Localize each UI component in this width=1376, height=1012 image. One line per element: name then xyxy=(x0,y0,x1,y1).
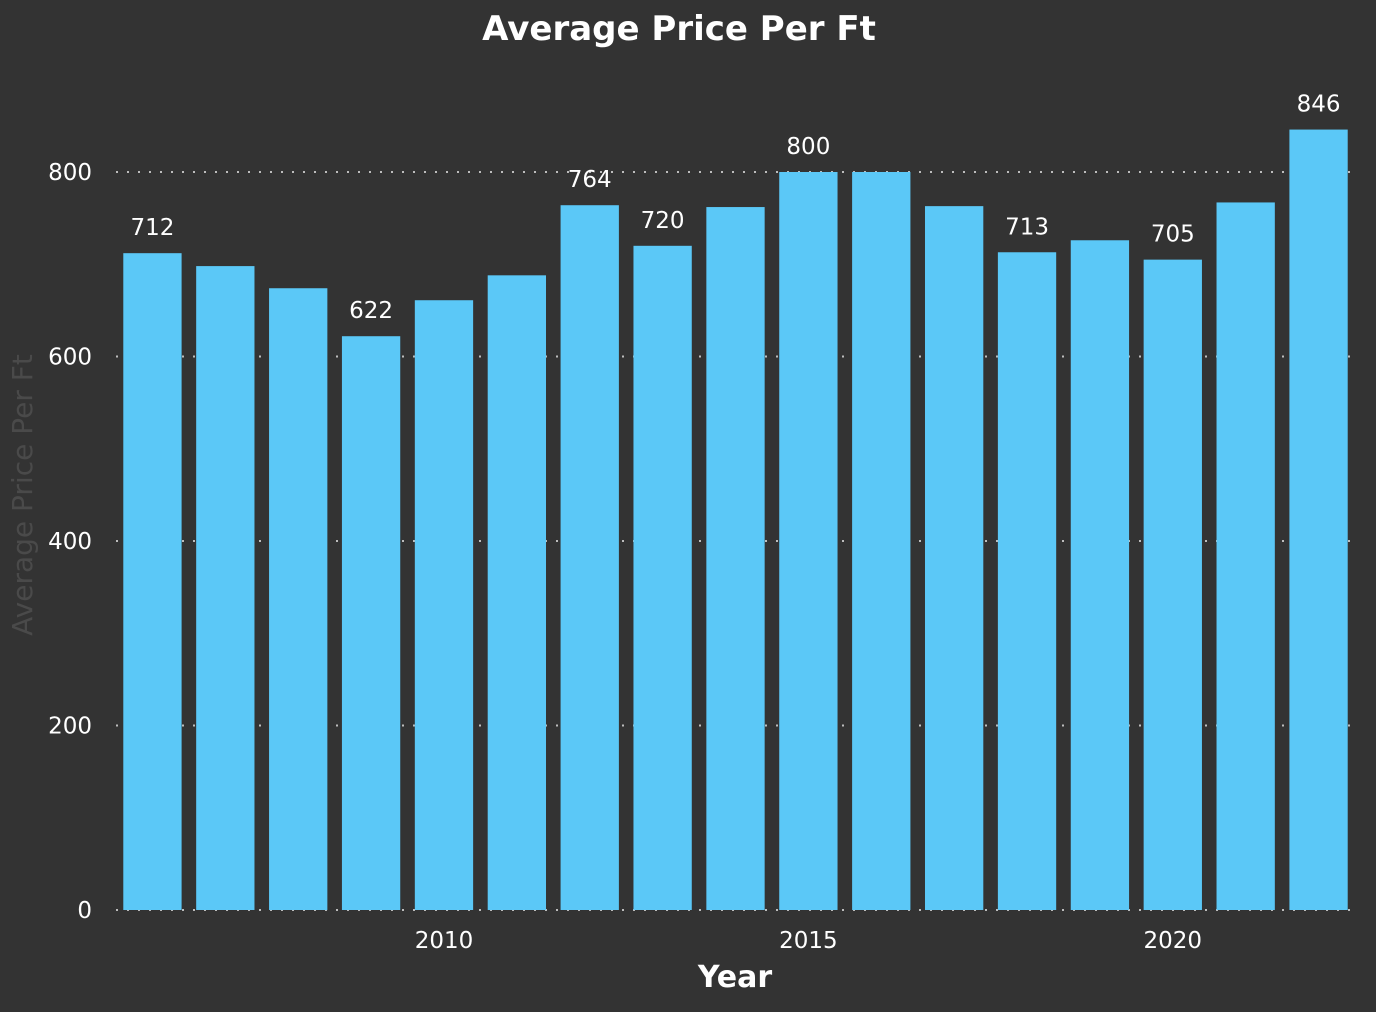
x-axis-ticks: 2010 2015 2020 xyxy=(415,928,1202,954)
y-axis-ticks: 0 200 400 600 800 xyxy=(48,160,92,924)
x-tick-label: 2020 xyxy=(1144,928,1203,954)
bar-2008 xyxy=(269,288,328,910)
y-axis-title: Average Price Per Ft xyxy=(6,354,39,636)
bar-2017 xyxy=(924,206,984,910)
bar-2022 xyxy=(1289,129,1348,910)
bar-2013 xyxy=(633,245,692,911)
x-axis-title: Year xyxy=(697,960,773,995)
bar-2006 xyxy=(123,253,182,910)
data-label-2022: 846 xyxy=(1297,92,1341,118)
data-label-2018: 713 xyxy=(1005,214,1049,240)
data-label-2006: 712 xyxy=(130,215,174,241)
bar-2015 xyxy=(779,172,838,910)
data-label-2015: 800 xyxy=(786,134,830,160)
bar-2016 xyxy=(852,172,911,910)
y-tick-label: 0 xyxy=(77,898,92,924)
y-tick-label: 600 xyxy=(48,345,92,371)
data-label-2020: 705 xyxy=(1151,222,1195,248)
bar-2007 xyxy=(196,266,255,911)
chart-title: Average Price Per Ft xyxy=(482,9,876,49)
x-tick-label: 2010 xyxy=(415,928,474,954)
bar-2009 xyxy=(341,336,401,911)
bar-2021 xyxy=(1216,202,1275,910)
data-label-2012: 764 xyxy=(568,167,612,193)
bar-2012 xyxy=(560,205,619,910)
bar-2014 xyxy=(706,207,765,910)
bar-2011 xyxy=(487,275,547,910)
x-tick-label: 2015 xyxy=(779,928,838,954)
bar-2018 xyxy=(997,252,1057,910)
y-tick-label: 200 xyxy=(48,714,92,740)
data-label-2013: 720 xyxy=(641,208,685,234)
bar-2020 xyxy=(1143,259,1202,910)
data-labels: 712 622 764 720 800 713 705 846 xyxy=(130,92,1340,325)
bar-2010 xyxy=(414,300,474,910)
y-tick-label: 800 xyxy=(48,160,92,186)
y-tick-label: 400 xyxy=(48,529,92,555)
data-label-2009: 622 xyxy=(349,298,393,324)
bar-2019 xyxy=(1070,240,1130,910)
bars xyxy=(123,129,1348,911)
